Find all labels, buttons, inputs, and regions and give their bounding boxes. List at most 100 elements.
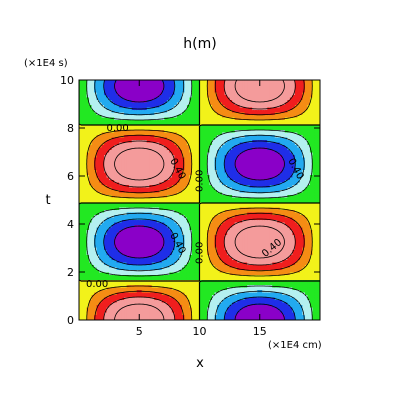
heatmap-cell [194,112,198,116]
heatmap-cell [126,137,130,141]
heatmap-cell [166,112,170,116]
heatmap-cell [166,135,170,139]
heatmap-cell [184,130,188,134]
heatmap-cell [139,120,143,124]
heatmap-cell [109,175,113,179]
heatmap-cell [194,252,198,256]
heatmap-cell [79,257,83,261]
heatmap-cell [126,257,130,261]
heatmap-cell [144,207,148,211]
heatmap-cell [104,207,108,211]
heatmap-cell [154,272,158,276]
heatmap-cell [199,107,203,111]
heatmap-cell [126,292,130,296]
heatmap-cell [169,192,173,196]
heatmap-cell [84,170,88,174]
heatmap-cell [99,150,103,154]
heatmap-cell [111,95,115,99]
heatmap-cell [176,130,181,134]
heatmap-cell [141,87,145,91]
heatmap-cell [121,147,125,151]
heatmap-cell [79,210,83,214]
heatmap-cell [184,132,188,136]
heatmap-cell [101,227,105,231]
heatmap-cell [94,307,98,311]
heatmap-cell [134,87,138,91]
heatmap-cell [151,142,155,146]
heatmap-cell [114,227,118,231]
heatmap-cell [171,125,175,129]
heatmap-cell [91,315,95,319]
heatmap-cell [179,285,183,289]
heatmap-cell [181,147,186,151]
heatmap-cell [151,237,155,241]
heatmap-cell [146,95,150,99]
heatmap-cell [181,225,186,229]
heatmap-cell [186,215,191,219]
heatmap-cell [166,110,170,114]
heatmap-cell [189,215,193,219]
heatmap-cell [109,185,113,189]
heatmap-cell [169,305,173,309]
heatmap-cell [114,285,118,289]
heatmap-cell [89,157,93,161]
heatmap-cell [116,135,120,139]
heatmap-cell [109,140,113,144]
heatmap-cell [96,190,100,194]
heatmap-cell [141,102,145,106]
heatmap-cell [84,252,88,256]
heatmap-cell [126,227,130,231]
heatmap-cell [166,172,170,176]
heatmap-cell [104,265,108,269]
heatmap-cell [81,90,85,94]
heatmap-cell [169,125,173,129]
heatmap-cell [166,275,170,279]
heatmap-cell [114,142,118,146]
heatmap-cell [146,135,150,139]
heatmap-cell [186,120,191,124]
heatmap-cell [131,177,135,181]
heatmap-cell [186,245,191,249]
heatmap-cell [179,172,183,176]
heatmap-cell [119,242,123,246]
heatmap-cell [144,292,148,296]
heatmap-cell [161,317,165,320]
heatmap-cell [79,200,83,204]
heatmap-cell [89,315,93,319]
heatmap-cell [169,260,173,264]
heatmap-cell [94,97,98,101]
heatmap-cell [139,147,143,151]
heatmap-cell [199,225,203,229]
heatmap-cell [96,277,100,281]
heatmap-cell [171,95,175,99]
heatmap-cell [156,202,160,206]
heatmap-cell [191,177,196,181]
heatmap-cell [146,137,150,141]
heatmap-cell [116,262,120,266]
heatmap-cell [79,137,83,141]
heatmap-cell [124,202,128,206]
heatmap-cell [104,177,108,181]
heatmap-cell [86,82,90,86]
heatmap-cell [174,107,178,111]
heatmap-cell [141,130,145,134]
heatmap-cell [154,132,158,136]
heatmap-cell [104,157,108,161]
heatmap-cell [136,255,140,259]
heatmap-cell [126,217,130,221]
heatmap-cell [84,300,88,304]
heatmap-cell [106,122,110,126]
heatmap-cell [106,92,110,96]
heatmap-cell [189,265,193,269]
heatmap-cell [94,92,98,96]
heatmap-cell [139,312,143,316]
heatmap-cell [196,195,201,199]
heatmap-cell [151,265,155,269]
heatmap-cell [101,210,105,214]
heatmap-cell [101,165,105,169]
heatmap-cell [194,260,198,264]
heatmap-cell [101,130,105,134]
heatmap-cell [139,97,143,101]
heatmap-cell [144,265,148,269]
heatmap-cell [169,157,173,161]
